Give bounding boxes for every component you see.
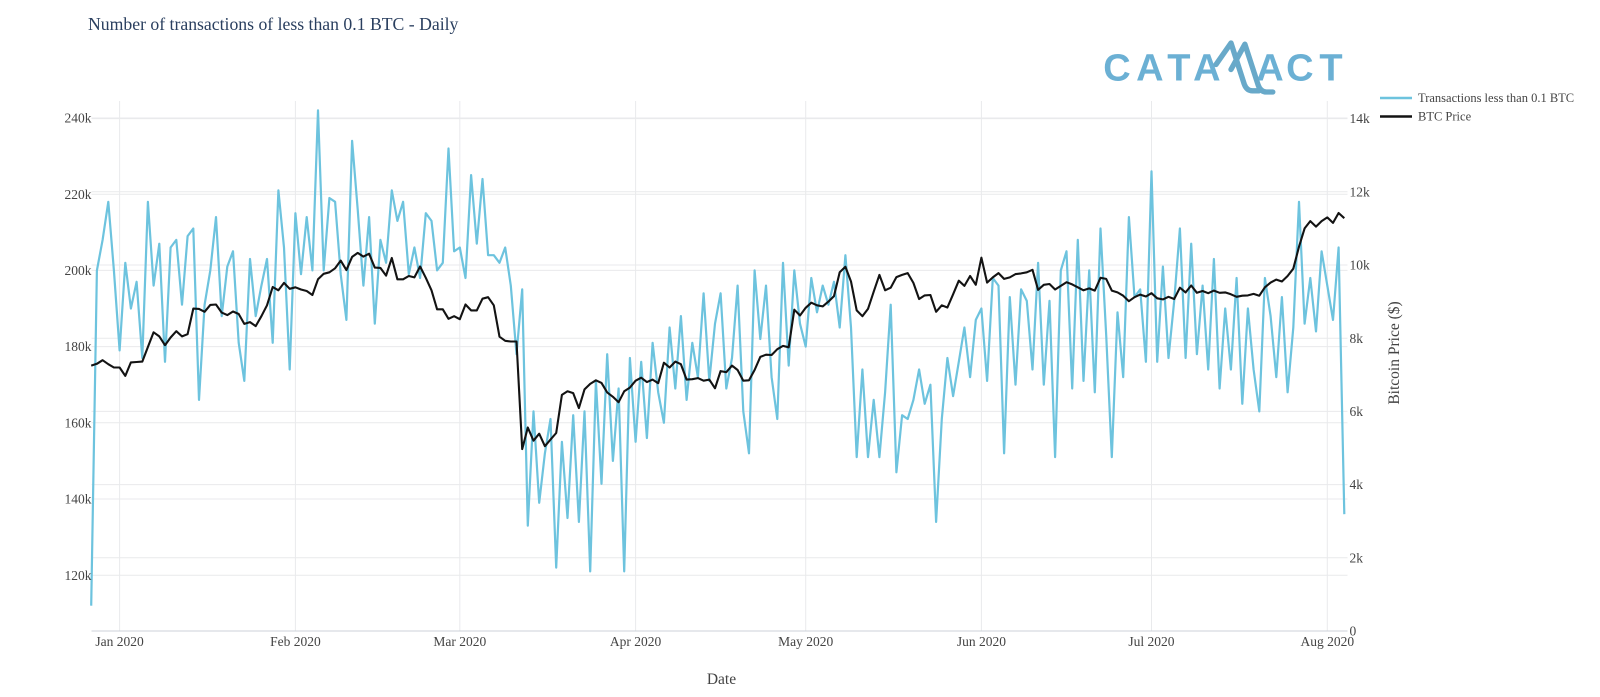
svg-text:220k: 220k <box>65 187 92 202</box>
svg-text:2k: 2k <box>1350 550 1364 565</box>
svg-text:180k: 180k <box>65 339 92 354</box>
svg-text:160k: 160k <box>65 415 92 430</box>
svg-text:C: C <box>1103 48 1130 90</box>
svg-text:Date: Date <box>707 671 736 688</box>
svg-text:200k: 200k <box>65 263 92 278</box>
svg-text:Aug 2020: Aug 2020 <box>1300 634 1354 649</box>
svg-text:Jan 2020: Jan 2020 <box>95 634 144 649</box>
svg-text:Number of transactions of less: Number of transactions of less than 0.1 … <box>88 14 459 34</box>
svg-text:A: A <box>1193 48 1220 90</box>
svg-text:14k: 14k <box>1350 111 1371 126</box>
svg-text:140k: 140k <box>65 492 92 507</box>
svg-text:Bitcoin Price ($): Bitcoin Price ($) <box>1386 301 1403 404</box>
svg-text:120k: 120k <box>65 568 92 583</box>
svg-text:12k: 12k <box>1350 184 1371 199</box>
svg-text:4k: 4k <box>1350 477 1364 492</box>
svg-text:A: A <box>1136 48 1163 90</box>
svg-text:8k: 8k <box>1350 331 1364 346</box>
svg-text:BTC Price: BTC Price <box>1418 110 1472 124</box>
svg-text:Transactions less than 0.1 BTC: Transactions less than 0.1 BTC <box>1418 91 1574 105</box>
svg-text:C: C <box>1286 48 1313 90</box>
svg-text:Jul 2020: Jul 2020 <box>1128 634 1174 649</box>
svg-text:Apr 2020: Apr 2020 <box>610 634 662 649</box>
svg-text:May 2020: May 2020 <box>778 634 833 649</box>
svg-text:Feb 2020: Feb 2020 <box>270 634 321 649</box>
svg-text:6k: 6k <box>1350 404 1364 419</box>
svg-text:A: A <box>1256 48 1283 90</box>
svg-text:0: 0 <box>1350 624 1357 639</box>
svg-text:Jun 2020: Jun 2020 <box>957 634 1006 649</box>
svg-text:240k: 240k <box>65 111 92 126</box>
svg-text:T: T <box>1319 48 1342 90</box>
svg-text:T: T <box>1167 48 1190 90</box>
svg-text:Mar 2020: Mar 2020 <box>433 634 486 649</box>
svg-text:10k: 10k <box>1350 258 1371 273</box>
